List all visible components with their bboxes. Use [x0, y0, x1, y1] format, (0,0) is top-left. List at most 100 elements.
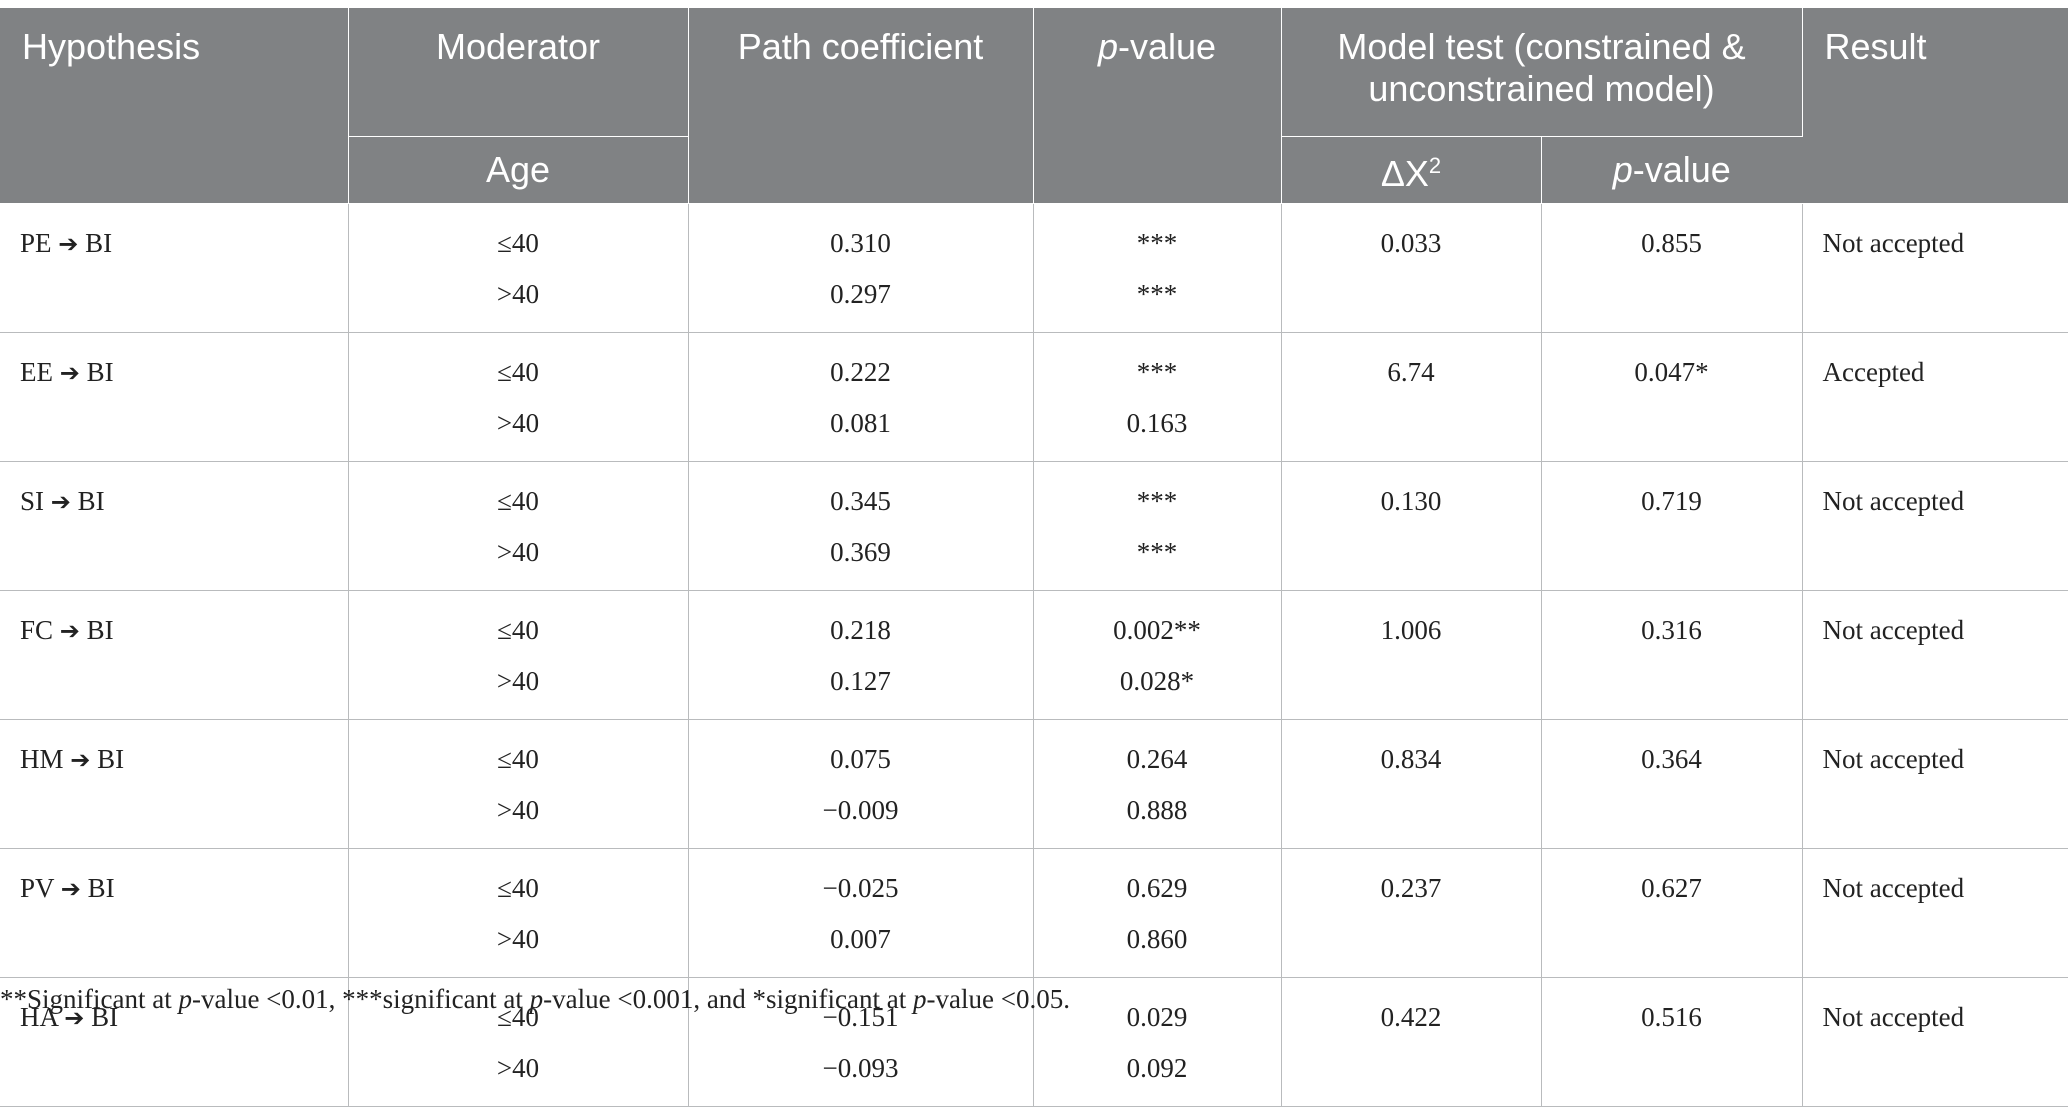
p-value: 0.264: [1126, 744, 1188, 774]
delta-chi-value: 0.237: [1380, 873, 1442, 903]
header-moderator: Moderator: [348, 8, 689, 137]
footnote-p-3: p: [913, 984, 927, 1014]
hypothesis-from: HA: [20, 1002, 58, 1032]
age-group: >40: [496, 408, 540, 438]
header-age: Age: [348, 136, 689, 204]
table-row: PE ➔ BI ≤40 >40 0.310 0.297 *** *** 0.033 0.855 N…: [0, 203, 2068, 333]
age-group: >40: [496, 279, 540, 309]
header-model-p-italic: p: [1612, 149, 1633, 190]
hypothesis-to: BI: [85, 228, 113, 258]
p-value-cell: 0.629 0.860: [1033, 848, 1282, 978]
header-path-coefficient: Path coefficient: [688, 8, 1034, 204]
table-row: PV ➔ BI ≤40 >40 −0.025 0.007 0.629 0.860 0.237 0…: [0, 848, 2068, 978]
hypothesis-cell: FC ➔ BI: [0, 590, 349, 720]
delta-chi-value: 6.74: [1387, 357, 1435, 387]
model-p-value: 0.855: [1641, 228, 1702, 258]
hypothesis-from: EE: [20, 357, 53, 387]
footnote-text-2: -value <0.01, ***significant at: [191, 984, 530, 1014]
p-value: 0.163: [1126, 408, 1188, 438]
footnote-text-3: -value <0.001, and *significant at: [543, 984, 914, 1014]
result-value: Not accepted: [1822, 744, 1965, 774]
footnote-p-2: p: [529, 984, 544, 1014]
model-p-value-cell: 0.316: [1541, 590, 1803, 720]
delta-chi-cell: 0.834: [1281, 719, 1542, 849]
delta-chi-cell: 0.237: [1281, 848, 1542, 978]
p-value: 0.002**: [1113, 615, 1201, 645]
path-coefficient-cell: 0.075 −0.009: [688, 719, 1034, 849]
hypothesis-cell: EE ➔ BI: [0, 332, 349, 462]
hypothesis-to: BI: [86, 615, 114, 645]
coefficient-value: 0.127: [830, 666, 891, 696]
header-p-rest: -value: [1117, 26, 1217, 67]
coefficient-value: −0.093: [822, 1053, 899, 1083]
table-row: HM ➔ BI ≤40 >40 0.075 −0.009 0.264 0.888 0.834 0…: [0, 719, 2068, 849]
header-model-p-value: p-value: [1541, 136, 1802, 204]
result-cell: Not accepted: [1802, 203, 2068, 333]
table-footnote: **Significant at p-value <0.01, ***signi…: [0, 984, 1070, 1015]
p-value: ***: [1136, 357, 1178, 387]
p-value-cell: *** ***: [1033, 203, 1282, 333]
delta-chi-value: 0.033: [1380, 228, 1442, 258]
age-group: >40: [496, 537, 540, 567]
hypothesis-from: PV: [20, 873, 55, 903]
p-value: 0.860: [1126, 924, 1188, 954]
coefficient-value: −0.151: [822, 1002, 899, 1032]
arrow-right-icon: ➔: [60, 875, 81, 903]
header-p-italic: p: [1097, 26, 1118, 67]
coefficient-value: 0.297: [830, 279, 891, 309]
arrow-right-icon: ➔: [50, 488, 71, 516]
table-row: SI ➔ BI ≤40 >40 0.345 0.369 *** *** 0.130 0.719 N…: [0, 461, 2068, 591]
model-p-value: 0.316: [1641, 615, 1702, 645]
table-row: EE ➔ BI ≤40 >40 0.222 0.081 *** 0.163 6.74 0.047…: [0, 332, 2068, 462]
model-p-value: 0.047*: [1634, 357, 1709, 387]
delta-chi-value: 0.130: [1380, 486, 1442, 516]
hypothesis-to: BI: [91, 1002, 119, 1032]
hypothesis-to: BI: [77, 486, 105, 516]
header-p-value: p-value: [1033, 8, 1282, 204]
coefficient-value: 0.310: [830, 228, 891, 258]
model-p-value-cell: 0.719: [1541, 461, 1803, 591]
model-p-value: 0.364: [1641, 744, 1702, 774]
p-value: ***: [1136, 279, 1178, 309]
hypothesis-to: BI: [97, 744, 125, 774]
header-hypothesis: Hypothesis: [0, 8, 349, 204]
p-value-cell: 0.002** 0.028*: [1033, 590, 1282, 720]
footnote-text-4: -value <0.05.: [926, 984, 1070, 1014]
header-result: Result: [1802, 8, 2068, 204]
path-coefficient-cell: 0.310 0.297: [688, 203, 1034, 333]
p-value: ***: [1136, 486, 1178, 516]
model-p-value-cell: 0.364: [1541, 719, 1803, 849]
coefficient-value: 0.222: [830, 357, 891, 387]
result-cell: Not accepted: [1802, 977, 2068, 1107]
coefficient-value: 0.369: [830, 537, 891, 567]
arrow-right-icon: ➔: [70, 746, 91, 774]
arrow-right-icon: ➔: [64, 1004, 85, 1032]
coefficient-value: 0.218: [830, 615, 891, 645]
result-cell: Not accepted: [1802, 848, 2068, 978]
p-value: ***: [1136, 537, 1178, 567]
hypothesis-from: SI: [20, 486, 45, 516]
result-cell: Accepted: [1802, 332, 2068, 462]
moderator-age-cell: ≤40 >40: [348, 203, 689, 333]
moderator-age-cell: ≤40 >40: [348, 590, 689, 720]
coefficient-value: 0.075: [830, 744, 891, 774]
model-p-value-cell: 0.516: [1541, 977, 1803, 1107]
delta-chi-cell: 0.033: [1281, 203, 1542, 333]
result-value: Not accepted: [1822, 228, 1965, 258]
path-coefficient-cell: 0.345 0.369: [688, 461, 1034, 591]
coefficient-value: 0.007: [830, 924, 891, 954]
age-group: >40: [496, 1053, 540, 1083]
model-p-value-cell: 0.047*: [1541, 332, 1803, 462]
delta-chi-label: ΔX: [1380, 153, 1429, 194]
hypothesis-from: PE: [20, 228, 52, 258]
header-model-test: Model test (constrained & unconstrained …: [1281, 8, 1803, 137]
delta-chi-value: 0.834: [1380, 744, 1442, 774]
coefficient-value: −0.025: [822, 873, 899, 903]
hypothesis-cell: HM ➔ BI: [0, 719, 349, 849]
hypothesis-to: BI: [87, 873, 115, 903]
p-value: 0.629: [1126, 873, 1188, 903]
moderator-age-cell: ≤40 >40: [348, 332, 689, 462]
header-model-p-rest: -value: [1632, 149, 1731, 190]
hypothesis-from: FC: [20, 615, 54, 645]
model-p-value-cell: 0.627: [1541, 848, 1803, 978]
